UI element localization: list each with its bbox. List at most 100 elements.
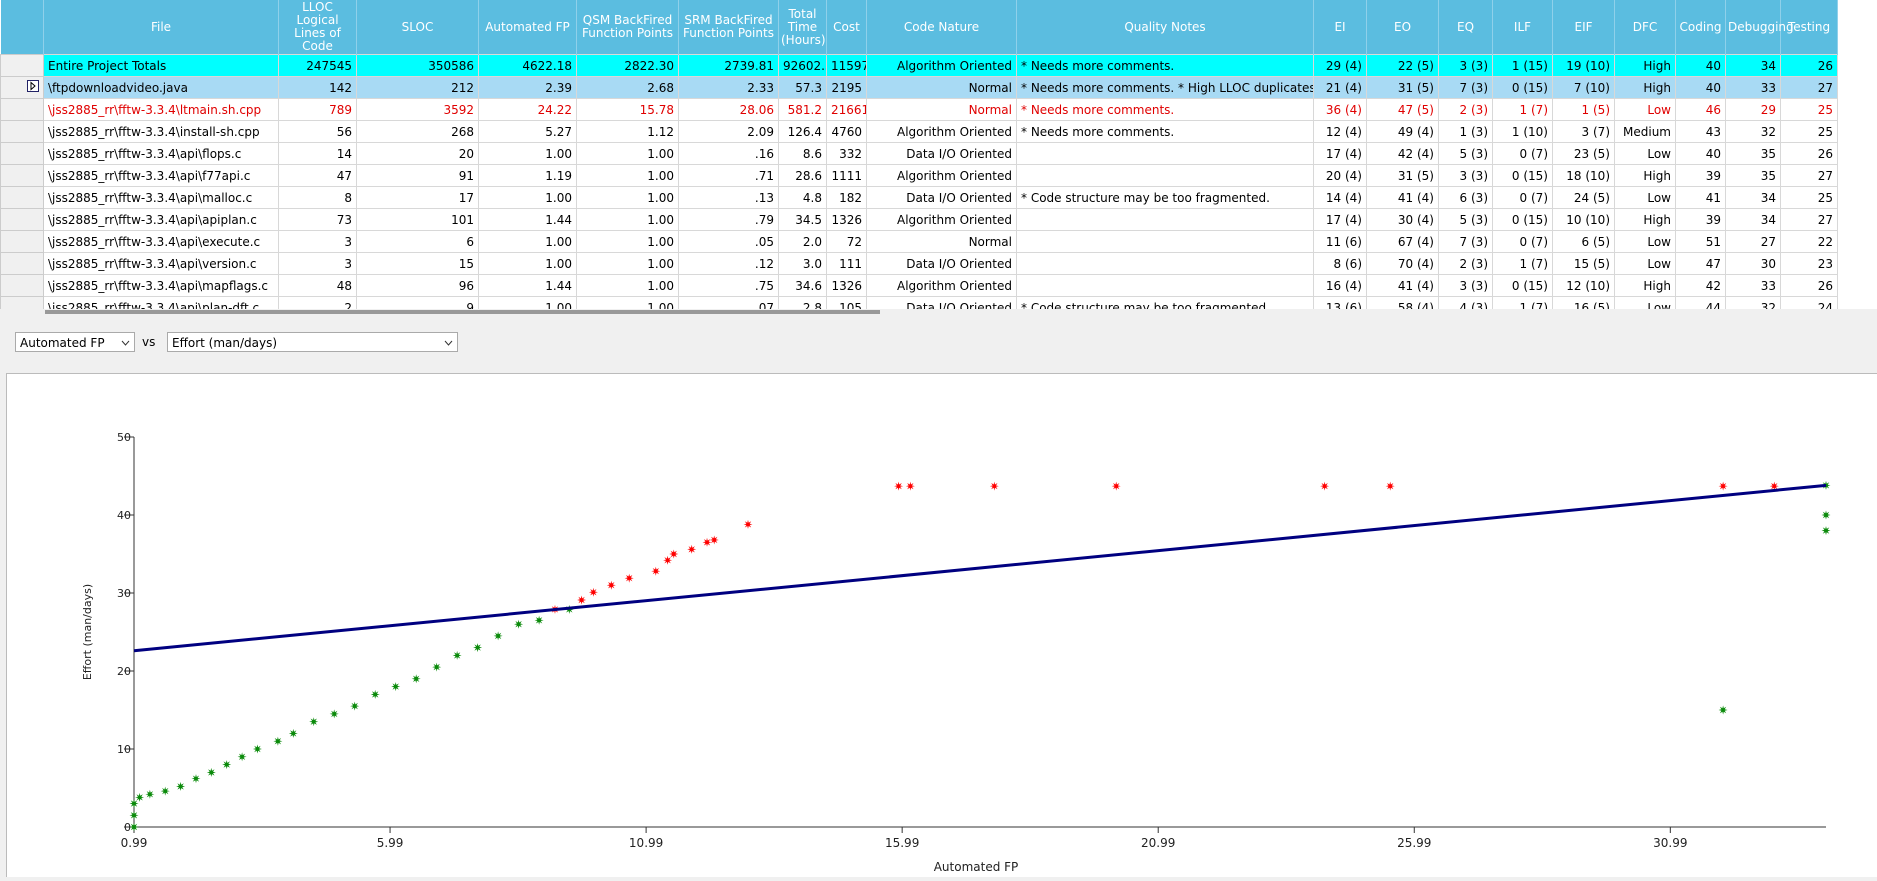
table-row[interactable]: \jss2885_rr\fftw-3.3.4\ltmain.sh.cpp 789 3… [0,98,1838,121]
table-cell: Data I/O Oriented [866,142,1017,165]
data-point [514,619,524,629]
y-tick-label: 30 [117,587,131,600]
table-row[interactable]: \jss2885_rr\fftw-3.3.4\api\malloc.c 8 17 1.… [0,186,1838,209]
table-cell: 4.8 [778,186,827,209]
data-point [237,752,247,762]
column-header: EI [1313,0,1367,55]
data-point [588,587,598,597]
data-point [288,728,298,738]
table-cell: \jss2885_rr\fftw-3.3.4\api\plan-dft.c [43,296,279,309]
table-cell: 6 [356,230,479,253]
data-point [894,481,904,491]
table-cell: 0 (15) [1492,274,1553,297]
table-cell: Algorithm Oriented [866,164,1017,187]
table-row[interactable]: Entire Project Totals 247545 350586 4622.18… [0,54,1838,77]
data-point [1821,510,1831,520]
x-tick-label: 25.99 [1397,836,1431,850]
table-cell: 3 (7) [1552,120,1615,143]
column-header: Debugging [1725,0,1794,55]
table-cell: 35 [1725,142,1781,165]
table-cell: 44 [1675,296,1726,309]
table-cell: 42 (4) [1366,142,1439,165]
table-cell: \jss2885_rr\fftw-3.3.4\install-sh.cpp [43,120,279,143]
table-cell: 8 (6) [1313,252,1367,275]
column-header: EIF [1552,0,1615,55]
y-select-text: Effort (man/days) [172,336,278,350]
table-cell: 29 [1725,98,1781,121]
table-cell: 32 [1725,296,1781,309]
table-cell: 30 [1725,252,1781,275]
row-header [0,120,44,143]
table-cell: 789 [278,98,357,121]
y-tick-label: 0 [124,821,131,834]
data-point [432,662,442,672]
y-select[interactable]: Effort (man/days) [167,332,458,352]
table-cell: 1.00 [576,230,679,253]
table-cell: * Needs more comments. * High LLOC dupli… [1016,76,1314,99]
scrollbar[interactable] [0,309,1877,315]
table-cell: High [1614,208,1676,231]
table-cell: 34 [1725,54,1781,77]
table-cell: 33 [1725,274,1781,297]
table-cell: 2822.30 [576,54,679,77]
table-row[interactable]: \ftpdownloadvideo.java 142 212 2.39 2.68 2.33… [0,76,1838,99]
table-cell: 332 [826,142,867,165]
table-row[interactable]: \jss2885_rr\fftw-3.3.4\api\mapflags.c 48 9… [0,274,1838,297]
table-row[interactable]: \jss2885_rr\fftw-3.3.4\install-sh.cpp 56 2… [0,120,1838,143]
table-cell: 17 (4) [1313,142,1367,165]
table-cell: 9 [356,296,479,309]
table-cell: 3 (3) [1438,274,1493,297]
table-cell: * Code structure may be too fragmented. [1016,186,1314,209]
column-header: Automated FP [478,0,577,55]
table-cell: 0 (15) [1492,208,1553,231]
table-cell: 1.00 [576,164,679,187]
x-tick-label: 10.99 [629,836,663,850]
table-cell: 1.19 [478,164,577,187]
y-tick-label: 50 [117,431,131,444]
table-cell: 21661 [826,98,867,121]
table-cell: 19 (10) [1552,54,1615,77]
column-header: EO [1366,0,1439,55]
table-cell: 27 [1780,164,1838,187]
table-cell: 142 [278,76,357,99]
table-cell: 8 [278,186,357,209]
data-point [370,689,380,699]
table-cell: 0 (15) [1492,76,1553,99]
row-header [0,274,44,297]
y-tick-label: 10 [117,743,131,756]
table-cell: 41 (4) [1366,274,1439,297]
row-header [0,252,44,275]
table-cell: 26 [1780,274,1838,297]
x-select[interactable]: Automated FP [15,332,135,352]
table-cell: 1.00 [576,274,679,297]
table-cell: 18 (10) [1552,164,1615,187]
chart-panel: 0.99 5.99 10.99 15.99 20.99 25.99 30.99 0 10 20 30… [6,373,1877,877]
column-header: QSM BackFired Function Points [576,0,679,55]
table-cell: 33 [1725,76,1781,99]
table-row[interactable]: \jss2885_rr\fftw-3.3.4\api\version.c 3 15 1… [0,252,1838,275]
table-cell: 70 (4) [1366,252,1439,275]
table-cell: 1.00 [478,296,577,309]
row-header [0,296,44,309]
y-tick-label: 20 [117,665,131,678]
table-cell: 21 (4) [1313,76,1367,99]
table-row[interactable]: \jss2885_rr\fftw-3.3.4\api\f77api.c 47 91 1… [0,164,1838,187]
table-cell: 1 (7) [1492,296,1553,309]
table-cell: Normal [866,230,1017,253]
table-row[interactable]: \jss2885_rr\fftw-3.3.4\api\flops.c 14 20 1.… [0,142,1838,165]
table-row[interactable]: \jss2885_rr\fftw-3.3.4\api\execute.c 3 6 1.… [0,230,1838,253]
table-cell: 27 [1780,208,1838,231]
table-cell: 25 [1780,120,1838,143]
row-header [0,186,44,209]
table-cell: 26 [1780,54,1838,77]
table-cell: 40 [1675,76,1726,99]
table-cell: 581.2 [778,98,827,121]
table-row[interactable]: \jss2885_rr\fftw-3.3.4\api\apiplan.c 73 10… [0,208,1838,231]
vs-label: vs [142,335,156,349]
table-cell: 39 [1675,164,1726,187]
data-point [176,781,186,791]
table-cell: 126.4 [778,120,827,143]
table-cell [1016,274,1314,297]
table-cell: 2.33 [678,76,779,99]
table-row[interactable]: \jss2885_rr\fftw-3.3.4\api\plan-dft.c 2 9 1… [0,296,1838,309]
